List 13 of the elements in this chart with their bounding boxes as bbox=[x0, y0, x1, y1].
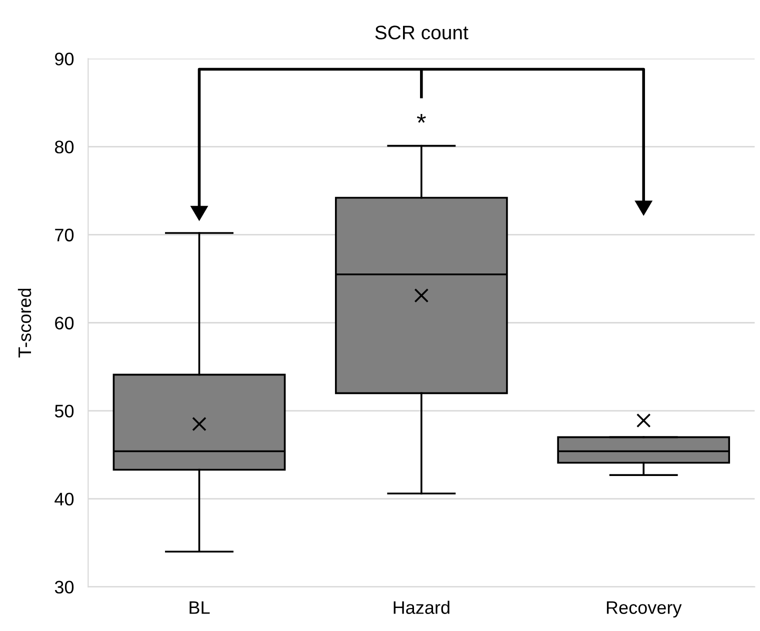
y-tick-label: 60 bbox=[55, 316, 74, 330]
y-axis-title: T-scored bbox=[18, 288, 32, 358]
y-tick-label: 30 bbox=[54, 580, 74, 594]
y-tick-label: 80 bbox=[54, 140, 74, 154]
chart-title: SCR count bbox=[375, 26, 468, 40]
x-tick-label: BL bbox=[190, 601, 210, 614]
y-tick-label: 40 bbox=[54, 492, 74, 506]
y-tick-label: 90 bbox=[55, 52, 74, 66]
annotation: * bbox=[416, 114, 426, 123]
x-tick-label: Hazard bbox=[394, 600, 450, 614]
y-tick-label: 50 bbox=[54, 404, 74, 418]
x-tick-label: Recovery bbox=[606, 601, 682, 618]
y-tick-label: 70 bbox=[55, 228, 74, 242]
